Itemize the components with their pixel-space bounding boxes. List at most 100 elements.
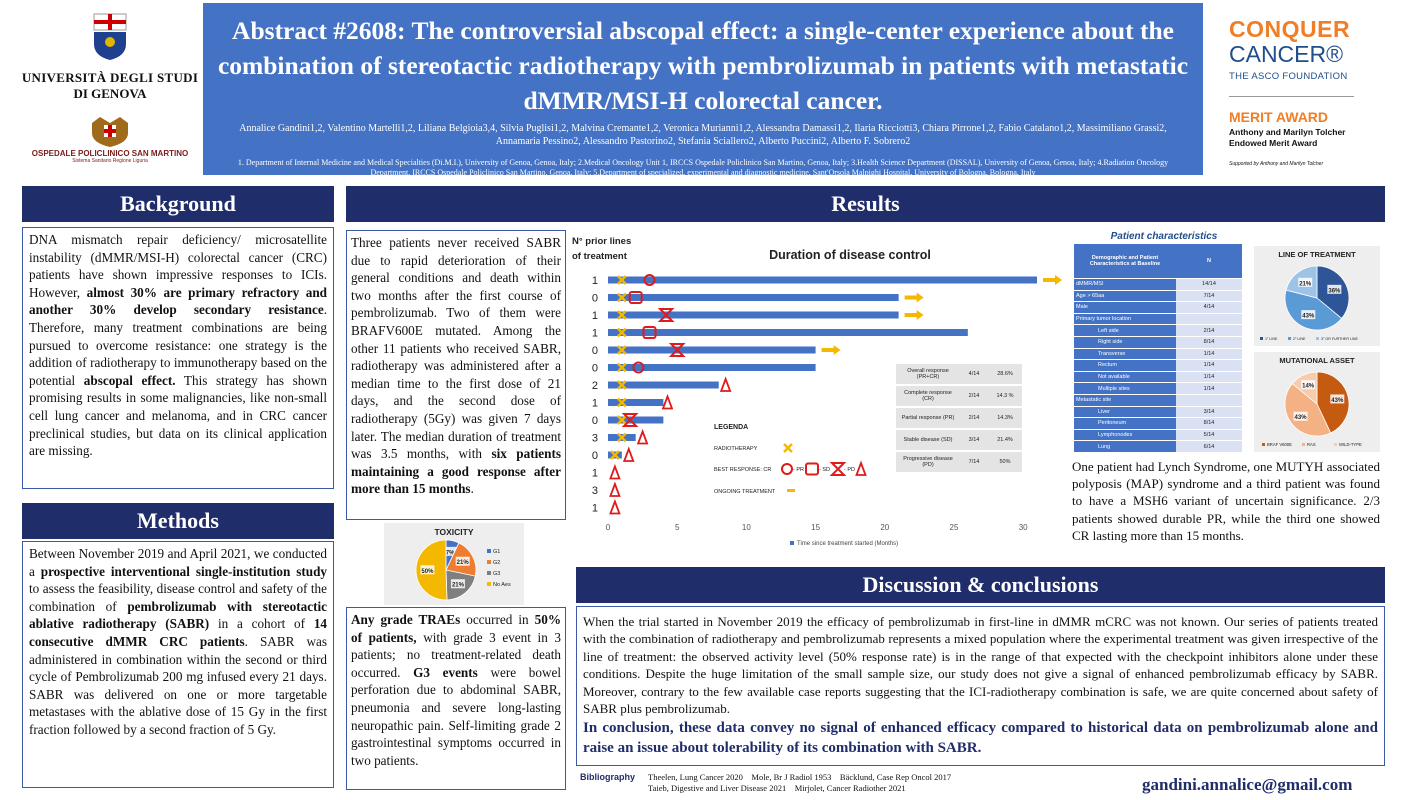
swimmer-response-mark (628, 291, 643, 304)
patient-char-label: Multiple sites (1074, 382, 1176, 395)
line-of-treatment-svg: LINE OF TREATMENT 36% 43% 21% 1° LINE 2° LINE… (1260, 250, 1359, 341)
methods-text-1: Between November 2019 and April 2021, we… (29, 546, 327, 579)
patient-char-value: 8/14 (1176, 336, 1242, 349)
lot-legend-label: 3° OR FURTHER LINE (1321, 337, 1359, 341)
swimmer-bar (608, 364, 816, 371)
supported-by: Supported by Anthony and Marilyn Tolcher (1229, 161, 1324, 167)
response-value: 7/14 (960, 451, 988, 474)
mut-label-box (1330, 394, 1345, 404)
lot-label-box (1298, 277, 1313, 287)
toxicity-slice-label: 21% (452, 583, 465, 589)
swimmer-bar (608, 329, 968, 336)
patient-char-value: 4/14 (1176, 301, 1242, 314)
swimmer-y-tick: 0 (592, 363, 598, 375)
unige-logo: UNIVERSITÀ DEGLI STUDI DI GENOVA (20, 12, 200, 102)
legend-title: LEGENDA (714, 424, 748, 431)
mut-legend-label: WILD-TYPE (1339, 442, 1362, 447)
swimmer-bar (608, 381, 719, 389)
swimmer-x-tick: 25 (950, 523, 959, 532)
swimmer-y-tick: 0 (592, 293, 598, 305)
toxicity-legend-label: G3 (493, 571, 500, 577)
swimmer-y-tick: 1 (592, 398, 598, 410)
patient-char-row: Rectum 1/14 (1074, 359, 1242, 372)
toxicity-title: TOXICITY (434, 527, 473, 537)
bibliography: Bibliography Theelen, Lung Cancer 2020 Mo… (580, 772, 1140, 794)
bibliography-line2: Taieb, Digestive and Liver Disease 2021 … (648, 783, 906, 793)
swimmer-x-tick: 30 (1019, 523, 1028, 532)
hospital-subname: Sistema Sanitario Regione Liguria (72, 158, 148, 164)
mut-legend-swatch (1262, 443, 1265, 446)
mut-slice-label: 43% (1331, 398, 1344, 404)
swimmer-response-mark (622, 446, 635, 462)
swimmer-response-mark (609, 498, 621, 515)
results-text-panel: Three patients never received SABR due t… (346, 230, 566, 520)
response-label: Overall response (PR+CR) (896, 364, 960, 386)
author-list: Annalice Gandini1,2, Valentino Martelli1… (239, 123, 1167, 147)
patient-char-label: Primary tumor location (1074, 313, 1176, 326)
toxicity-slice-label: 7% (446, 550, 455, 556)
logo-divider (1229, 96, 1354, 97)
poster-header: Abstract #2608: The controversial abscop… (203, 3, 1203, 177)
response-value: 14.3 % (988, 385, 1022, 408)
response-value: 2/14 (960, 385, 988, 408)
patient-char-row: Not available 1/14 (1074, 371, 1242, 384)
poster-title: Abstract #2608: The controversial abscop… (217, 16, 1189, 115)
background-heading: Background (22, 186, 334, 222)
line-of-treatment-chart: LINE OF TREATMENT 36% 43% 21% 1° LINE 2° LINE… (1254, 246, 1380, 346)
discussion-heading: Discussion & conclusions (576, 567, 1385, 603)
methods-bold-3: 14 consecutive dMMR CRC patients (29, 616, 327, 649)
patient-char-label: Age > 65aa (1074, 290, 1176, 303)
swimmer-bar (608, 416, 664, 424)
patient-char-row: Left side 2/14 (1074, 324, 1242, 337)
bibliography-label: Bibliography (580, 772, 636, 782)
methods-text-3: in a cohort of (209, 616, 314, 632)
patient-char-label: Rectum (1074, 359, 1176, 372)
toxicity-text-3: were bowel perforation due to abdominal … (351, 664, 561, 768)
patient-char-label: Not available (1074, 371, 1176, 384)
response-value: 4/14 (960, 364, 988, 386)
patient-char-row: Metastatic site (1074, 394, 1242, 407)
swimmer-response-mark (621, 413, 639, 427)
toxicity-slice-label: 21% (457, 560, 470, 566)
background-text-2: . Therefore, many treatment combinations… (29, 302, 327, 388)
patient-char-label: Transverse (1074, 348, 1176, 361)
response-row: Progressive disease (PD) 7/14 50% (896, 451, 1022, 474)
patient-char-value: 14/14 (1176, 278, 1242, 291)
results-text-2: . (470, 481, 474, 497)
contact-email[interactable]: gandini.annalice@gmail.com (1142, 775, 1353, 794)
swimmer-rt-mark (616, 362, 627, 373)
mut-slice-label: 43% (1295, 415, 1308, 421)
swimmer-y-tick: 0 (592, 345, 598, 357)
mut-label-box (1293, 411, 1308, 421)
conquer-word: CONQUER (1229, 16, 1351, 42)
toxicity-text-2: with grade 3 event in 3 patients; no tre… (351, 629, 561, 680)
response-value: 21.4% (988, 429, 1022, 452)
swimmer-xlabel-swatch (790, 541, 794, 545)
lot-title: LINE OF TREATMENT (1278, 250, 1356, 259)
response-value: 3/14 (960, 429, 988, 452)
swimmer-xlabel: Time since treatment started (Months) (797, 541, 898, 547)
legend-sd: - SD (819, 467, 830, 473)
swimmer-bar (608, 399, 664, 406)
patient-char-head-left: Demographic and Patient Characteristics … (1074, 244, 1176, 279)
response-table: Overall response (PR+CR) 4/14 28.6% Complet… (896, 364, 1022, 474)
response-label: Progressive disease (PD) (896, 451, 960, 474)
swimmer-y-tick: 1 (592, 503, 598, 515)
patient-char-row: Lymphonodes 5/14 (1074, 429, 1242, 442)
swimmer-rt-mark (616, 275, 627, 285)
hospital-name: OSPEDALE POLICLINICO SAN MARTINO (31, 149, 189, 158)
patient-char-label: Metastatic site (1074, 394, 1176, 407)
patient-char-value: 1/14 (1176, 359, 1242, 372)
methods-heading: Methods (22, 503, 334, 539)
legend-radiotherapy: RADIOTHERAPY (714, 446, 758, 452)
patient-char-value: 2/14 (1176, 324, 1242, 337)
legend-ongoing-mark (787, 489, 795, 492)
patient-char-label: Right side (1074, 336, 1176, 349)
patient-char-value: 7/14 (1176, 290, 1242, 303)
response-row: Partial response (PR) 2/14 14.3% (896, 407, 1022, 430)
toxicity-legend-swatch (487, 571, 491, 575)
swimmer-x-tick: 15 (811, 523, 820, 532)
mut-label-box (1301, 380, 1316, 390)
patient-char-row: dMMR/MSI 14/14 (1074, 278, 1242, 291)
swimmer-y-tick: 2 (592, 380, 598, 392)
